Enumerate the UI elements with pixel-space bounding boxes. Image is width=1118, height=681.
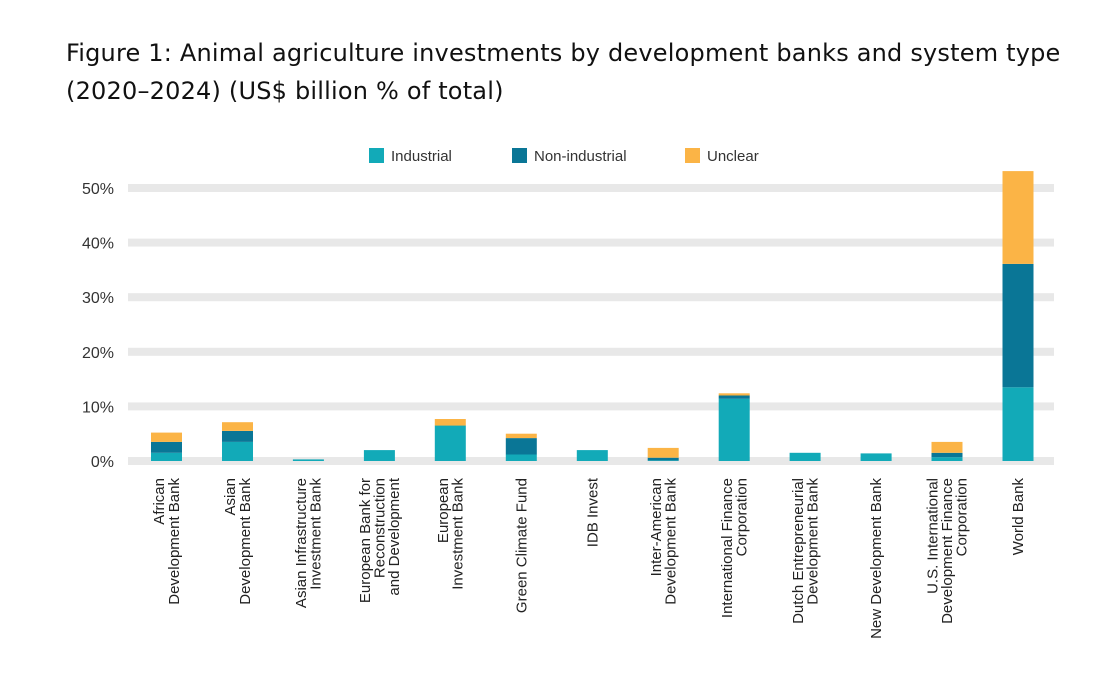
gridline bbox=[128, 238, 1054, 247]
y-tick-label: 20% bbox=[82, 345, 114, 362]
x-tick-label: U.S. InternationalDevelopment FinanceCor… bbox=[925, 478, 971, 624]
bar-segment-unclear bbox=[647, 447, 679, 458]
x-tick-label-line: Green Climate Fund bbox=[513, 478, 530, 613]
bar-segment-non-industrial bbox=[647, 457, 679, 461]
x-tick-label: New Development Bank bbox=[868, 478, 885, 639]
bar-segment-industrial bbox=[434, 425, 466, 461]
x-tick-label: Green Climate Fund bbox=[513, 478, 530, 613]
bar-segment-unclear bbox=[222, 422, 253, 431]
x-tick-label-line: Development Bank bbox=[166, 478, 183, 605]
bar-segment-unclear bbox=[931, 441, 963, 453]
bar-segment-industrial bbox=[1002, 387, 1034, 461]
x-tick-label: Inter-AmericanDevelopment Bank bbox=[648, 478, 680, 605]
bar-segment-industrial bbox=[860, 453, 892, 461]
chart-title: Figure 1: Animal agriculture investments… bbox=[66, 39, 1061, 105]
bar-segment-non-industrial bbox=[1002, 263, 1034, 388]
bar-segment-industrial bbox=[222, 441, 253, 461]
legend-label: Industrial bbox=[391, 148, 452, 165]
bars bbox=[151, 171, 1034, 461]
x-tick-label: World Bank bbox=[1010, 478, 1027, 556]
x-tick-label-line: World Bank bbox=[1010, 478, 1027, 556]
x-tick-label: IDB Invest bbox=[584, 477, 601, 547]
x-tick-label-line: Asian bbox=[222, 478, 239, 516]
gridline bbox=[128, 293, 1054, 302]
bar-segment-industrial bbox=[931, 457, 963, 461]
x-tick-label: Asian InfrastructureInvestment Bank bbox=[293, 478, 325, 609]
bar-segment-unclear bbox=[505, 433, 537, 439]
x-tick-label-line: European bbox=[435, 478, 452, 543]
x-tick-label-line: U.S. International bbox=[925, 478, 942, 594]
x-tick-label-line: Development Bank bbox=[804, 478, 821, 605]
x-tick-label: Dutch EntrepreneurialDevelopment Bank bbox=[790, 478, 822, 624]
y-axis-ticks: 0% 10% 20% 30% 40% 50% bbox=[82, 181, 114, 471]
y-tick-label: 30% bbox=[82, 290, 114, 307]
x-tick-label-line: and Development bbox=[386, 477, 403, 595]
legend-label: Unclear bbox=[707, 148, 759, 165]
bar-segment-non-industrial bbox=[718, 395, 750, 399]
x-tick-label-line: Investment Bank bbox=[450, 478, 467, 590]
bar-segment-industrial bbox=[292, 459, 324, 461]
bar-segment-industrial bbox=[363, 450, 395, 461]
x-tick-label-line: Development Finance bbox=[939, 478, 956, 624]
y-tick-label: 50% bbox=[82, 181, 114, 198]
x-tick-label-line: Development Bank bbox=[237, 478, 254, 605]
y-tick-label: 10% bbox=[82, 399, 114, 416]
bar-segment-non-industrial bbox=[931, 452, 963, 458]
bar-segment-industrial bbox=[789, 452, 821, 461]
legend: Industrial Non-industrial Unclear bbox=[369, 148, 759, 165]
bar-segment-non-industrial bbox=[222, 431, 253, 442]
legend-swatch-industrial bbox=[369, 148, 384, 163]
bar-segment-unclear bbox=[434, 419, 466, 426]
x-tick-label-line: Asian Infrastructure bbox=[293, 478, 310, 608]
bar-segment-non-industrial bbox=[151, 441, 182, 453]
x-tick-label-line: Corporation bbox=[954, 478, 971, 556]
y-tick-label: 0% bbox=[91, 454, 114, 471]
legend-swatch-non-industrial bbox=[512, 148, 527, 163]
bar-segment-unclear bbox=[151, 432, 182, 442]
x-tick-label: European Bank forReconstructionand Devel… bbox=[357, 477, 403, 603]
bar-segment-industrial bbox=[647, 460, 679, 461]
x-tick-label-line: Corporation bbox=[734, 478, 751, 556]
bar-segment-unclear bbox=[718, 393, 750, 396]
gridlines bbox=[128, 184, 1054, 465]
x-axis-labels: AfricanDevelopment Bank AsianDevelopment … bbox=[151, 477, 1027, 639]
y-tick-label: 40% bbox=[82, 236, 114, 253]
bar-segment-industrial bbox=[576, 450, 608, 461]
gridline bbox=[128, 402, 1054, 411]
x-tick-label-line: IDB Invest bbox=[584, 477, 601, 547]
x-tick-label-line: Dutch Entrepreneurial bbox=[790, 478, 807, 624]
x-tick-label: EuropeanInvestment Bank bbox=[435, 478, 467, 590]
legend-swatch-unclear bbox=[685, 148, 700, 163]
bar-segment-industrial bbox=[718, 398, 750, 461]
bar-segment-unclear bbox=[1002, 171, 1034, 264]
x-tick-label-line: African bbox=[151, 478, 168, 525]
x-tick-label: AsianDevelopment Bank bbox=[222, 478, 254, 605]
x-tick-label: International FinanceCorporation bbox=[719, 478, 751, 618]
gridline bbox=[128, 184, 1054, 192]
x-tick-label-line: Investment Bank bbox=[308, 478, 325, 590]
bar-segment-industrial bbox=[505, 454, 537, 461]
legend-label: Non-industrial bbox=[534, 148, 627, 165]
x-tick-label: AfricanDevelopment Bank bbox=[151, 478, 183, 605]
x-tick-label-line: Development Bank bbox=[663, 478, 680, 605]
gridline bbox=[128, 347, 1054, 356]
x-tick-label-line: Inter-American bbox=[648, 478, 665, 576]
x-tick-label-line: Reconstruction bbox=[371, 478, 388, 578]
x-tick-label-line: New Development Bank bbox=[868, 478, 885, 639]
bar-segment-industrial bbox=[151, 452, 182, 461]
x-tick-label-line: International Finance bbox=[719, 478, 736, 618]
x-tick-label-line: European Bank for bbox=[357, 478, 374, 603]
bar-segment-non-industrial bbox=[505, 438, 537, 455]
